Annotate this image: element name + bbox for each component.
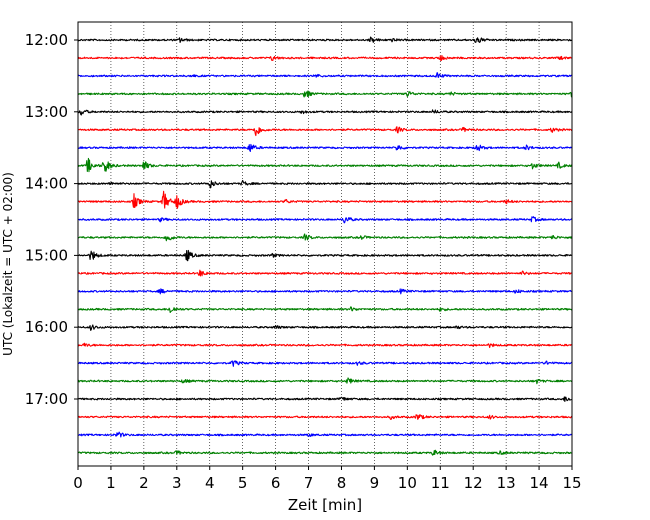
trace-1320 — [77, 324, 573, 331]
x-tick-label-13: 13 — [497, 474, 516, 492]
trace-1325 — [77, 342, 573, 349]
y-tick-label-12:00: 12:00 — [25, 31, 68, 49]
trace-1200 — [77, 36, 573, 44]
x-tick-label-7: 7 — [304, 474, 314, 492]
trace-1240 — [77, 179, 573, 189]
x-tick-label-12: 12 — [464, 474, 483, 492]
trace-1305 — [77, 269, 573, 277]
x-tick-label-5: 5 — [238, 474, 248, 492]
trace-1245 — [77, 190, 573, 209]
y-tick-label-16:00: 16:00 — [25, 318, 68, 336]
trace-1330 — [77, 360, 573, 367]
x-tick-label-15: 15 — [562, 474, 581, 492]
y-tick-label-15:00: 15:00 — [25, 246, 68, 264]
x-tick-label-0: 0 — [73, 474, 83, 492]
trace-1225 — [77, 126, 573, 137]
x-tick-label-11: 11 — [431, 474, 450, 492]
y-axis: 12:00 13:00 14:00 15:00 16:00 17:00 — [25, 31, 78, 408]
trace-1355 — [77, 449, 573, 456]
x-tick-label-14: 14 — [530, 474, 549, 492]
x-tick-label-6: 6 — [271, 474, 281, 492]
trace-1340 — [77, 396, 573, 402]
trace-1255 — [77, 233, 573, 242]
trace-1205 — [77, 54, 573, 62]
y-tick-label-17:00: 17:00 — [25, 390, 68, 408]
trace-1315 — [77, 306, 573, 314]
trace-1220 — [77, 109, 573, 116]
trace-1310 — [77, 288, 573, 295]
y-axis-label: UTC (Lokalzeit = UTC + 02:00) — [1, 172, 15, 356]
x-tick-label-4: 4 — [205, 474, 215, 492]
trace-1210 — [77, 72, 573, 78]
x-tick-label-8: 8 — [337, 474, 347, 492]
plot-frame — [77, 21, 573, 467]
x-tick-label-1: 1 — [106, 474, 116, 492]
trace-1335 — [77, 377, 573, 385]
trace-1350 — [77, 431, 573, 438]
trace-1230 — [77, 143, 573, 152]
x-axis: 0 1 2 3 4 5 6 7 8 9 10 11 12 13 14 15 — [73, 466, 582, 492]
x-tick-label-10: 10 — [398, 474, 417, 492]
x-axis-label: Zeit [min] — [288, 496, 362, 514]
trace-1235 — [77, 157, 573, 173]
x-tick-label-3: 3 — [172, 474, 182, 492]
trace-1345 — [77, 413, 573, 420]
y-tick-label-13:00: 13:00 — [25, 103, 68, 121]
grid-lines — [110, 22, 540, 466]
x-tick-label-9: 9 — [370, 474, 380, 492]
trace-1250 — [77, 216, 573, 224]
x-tick-label-2: 2 — [139, 474, 149, 492]
trace-1215 — [77, 90, 573, 98]
trace-1300 — [77, 249, 573, 262]
trace-layer — [77, 36, 573, 456]
y-tick-label-14:00: 14:00 — [25, 175, 68, 193]
